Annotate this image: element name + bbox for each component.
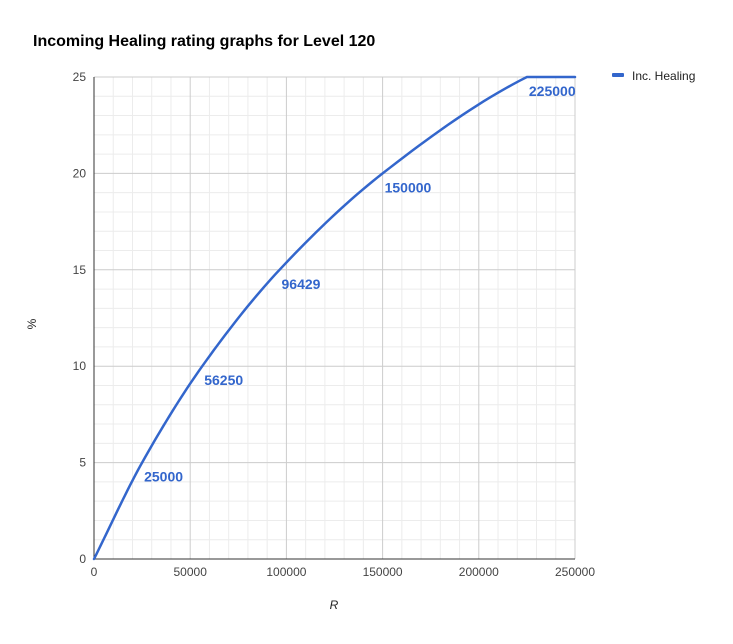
chart-axes — [93, 77, 575, 560]
x-tick-label: 100000 — [266, 565, 306, 579]
series-line-inc-healing — [92, 75, 577, 561]
data-label: 225000 — [529, 83, 576, 99]
y-tick-label: 0 — [79, 552, 86, 566]
legend-label: Inc. Healing — [632, 69, 695, 83]
x-axis-label: R — [330, 598, 339, 612]
legend[interactable]: Inc. Healing — [612, 69, 695, 83]
data-label: 56250 — [204, 372, 243, 388]
y-tick-label: 10 — [73, 359, 87, 373]
legend-swatch — [612, 73, 624, 77]
y-tick-label: 5 — [79, 456, 86, 470]
chart-grid — [94, 76, 576, 559]
data-label: 150000 — [385, 179, 432, 195]
chart-title: Incoming Healing rating graphs for Level… — [33, 33, 375, 50]
y-tick-label: 25 — [73, 70, 87, 84]
x-tick-label: 200000 — [459, 565, 499, 579]
chart-tick-labels: 0 50000 100000 150000 200000 250000 0 5 10 15 20 25 — [73, 70, 596, 579]
chart-data-labels: 25000 56250 96429 150000 225000 — [144, 83, 576, 485]
y-tick-label: 20 — [73, 166, 87, 180]
x-tick-label: 50000 — [174, 565, 208, 579]
y-axis-label: % — [25, 318, 39, 329]
x-tick-label: 250000 — [555, 565, 595, 579]
chart-series — [92, 75, 577, 561]
x-tick-label: 0 — [91, 565, 98, 579]
x-tick-label: 150000 — [363, 565, 403, 579]
data-label: 96429 — [282, 276, 321, 292]
y-tick-label: 15 — [73, 263, 87, 277]
data-label: 25000 — [144, 469, 183, 485]
